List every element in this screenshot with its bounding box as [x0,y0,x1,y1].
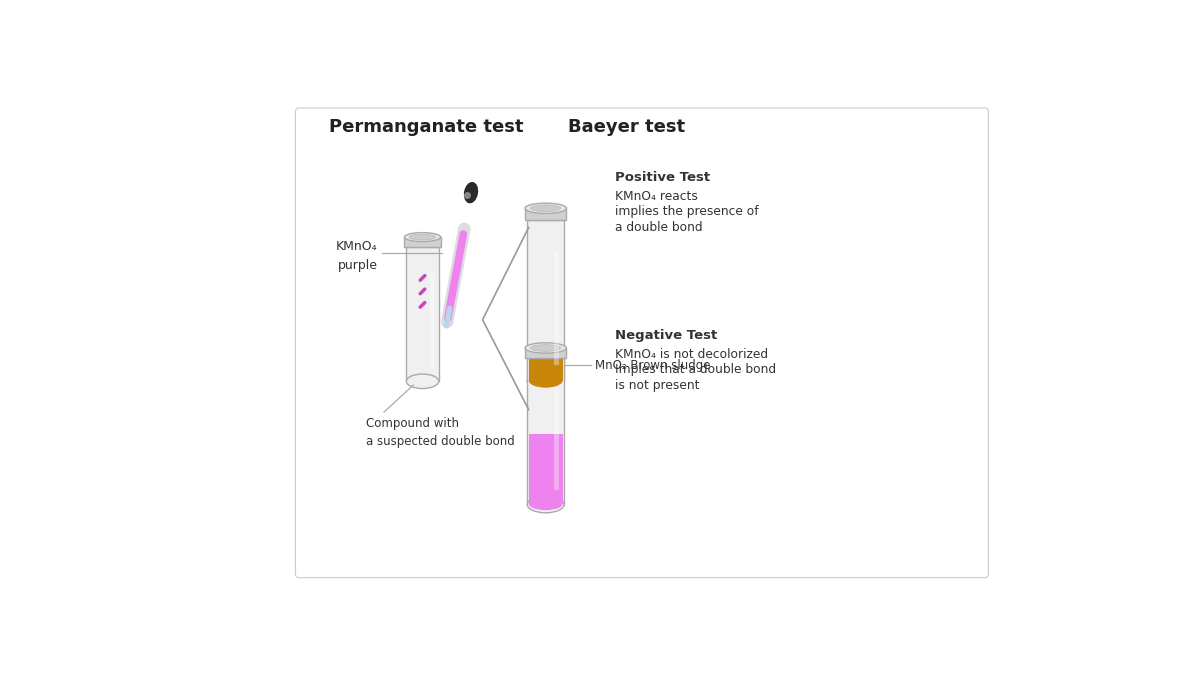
Text: is not present: is not present [616,379,700,391]
Text: Positive Test: Positive Test [616,171,710,184]
Ellipse shape [404,233,440,242]
FancyBboxPatch shape [554,387,559,490]
Text: KMnO₄ reacts: KMnO₄ reacts [616,190,698,203]
Text: Permanganate test: Permanganate test [329,118,523,136]
Text: purple: purple [338,259,378,272]
Text: a suspected double bond: a suspected double bond [366,435,515,448]
FancyBboxPatch shape [295,108,989,578]
Text: Compound with: Compound with [366,418,458,431]
FancyBboxPatch shape [430,273,434,368]
FancyBboxPatch shape [529,350,563,381]
FancyBboxPatch shape [527,358,564,504]
Ellipse shape [527,373,564,389]
Ellipse shape [530,205,560,212]
FancyBboxPatch shape [527,219,564,381]
Text: implies the presence of: implies the presence of [616,205,758,219]
Ellipse shape [529,373,563,387]
Ellipse shape [526,203,566,213]
Text: Imples that a double bond: Imples that a double bond [616,363,776,376]
Ellipse shape [530,345,560,351]
Ellipse shape [527,496,564,513]
Ellipse shape [529,497,563,510]
Ellipse shape [409,234,436,240]
Ellipse shape [529,346,563,354]
Text: a double bond: a double bond [616,221,703,234]
Ellipse shape [407,374,439,389]
FancyBboxPatch shape [526,209,566,219]
Text: Negative Test: Negative Test [616,329,718,342]
Text: MnO₂ Brown sludge: MnO₂ Brown sludge [595,358,710,372]
Ellipse shape [526,343,566,353]
FancyBboxPatch shape [529,433,563,504]
FancyBboxPatch shape [526,348,566,358]
Ellipse shape [464,182,478,203]
FancyBboxPatch shape [554,252,559,365]
FancyBboxPatch shape [404,237,440,246]
FancyBboxPatch shape [407,246,439,381]
Text: KMnO₄ is not decolorized: KMnO₄ is not decolorized [616,348,768,361]
Text: Baeyer test: Baeyer test [568,118,685,136]
Text: KMnO₄: KMnO₄ [336,240,378,253]
